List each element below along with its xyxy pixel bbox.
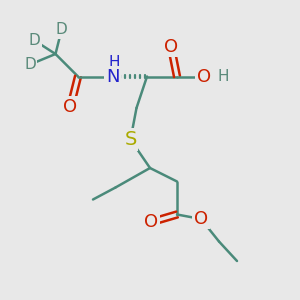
- Text: N: N: [106, 68, 119, 85]
- Text: S: S: [124, 130, 137, 149]
- Text: O: O: [194, 210, 208, 228]
- Text: D: D: [28, 33, 40, 48]
- Text: H: H: [218, 69, 229, 84]
- Text: D: D: [56, 22, 68, 38]
- Text: H: H: [108, 55, 120, 70]
- Text: O: O: [164, 38, 178, 56]
- Text: D: D: [24, 57, 36, 72]
- Text: O: O: [144, 213, 159, 231]
- Text: O: O: [63, 98, 78, 116]
- Text: O: O: [197, 68, 211, 85]
